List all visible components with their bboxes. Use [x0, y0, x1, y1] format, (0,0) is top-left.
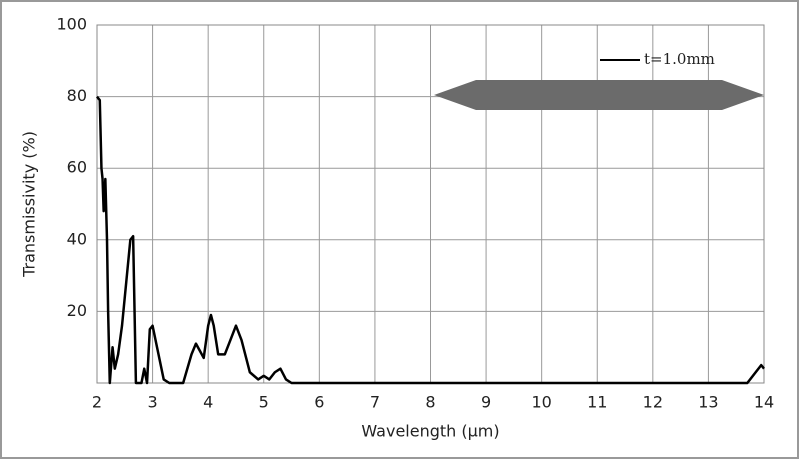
y-tick-label: 20: [67, 301, 87, 320]
x-tick-label: 10: [531, 393, 551, 412]
legend-label: t=1.0mm: [644, 50, 715, 68]
y-tick-label: 80: [67, 86, 87, 105]
x-tick-label: 12: [643, 393, 663, 412]
x-tick-label: 11: [587, 393, 607, 412]
x-tick-label: 4: [203, 393, 213, 412]
x-tick-label: 7: [370, 393, 380, 412]
data-line: [96, 95, 765, 385]
x-tick-label: 5: [259, 393, 269, 412]
x-tick-label: 3: [147, 393, 157, 412]
x-tick-label: 13: [698, 393, 718, 412]
y-tick-label: 40: [67, 229, 87, 248]
y-tick-label: 60: [67, 158, 87, 177]
y-tick-label: 100: [56, 15, 87, 34]
range-arrow: [434, 80, 764, 110]
x-tick-label: 9: [481, 393, 491, 412]
x-tick-label: 8: [425, 393, 435, 412]
x-tick-label: 6: [314, 393, 324, 412]
x-tick-label: 2: [92, 393, 102, 412]
x-tick-label: 14: [754, 393, 774, 412]
y-axis-label: Transmissivity (%): [20, 131, 39, 278]
x-axis-label: Wavelength (μm): [361, 422, 499, 441]
